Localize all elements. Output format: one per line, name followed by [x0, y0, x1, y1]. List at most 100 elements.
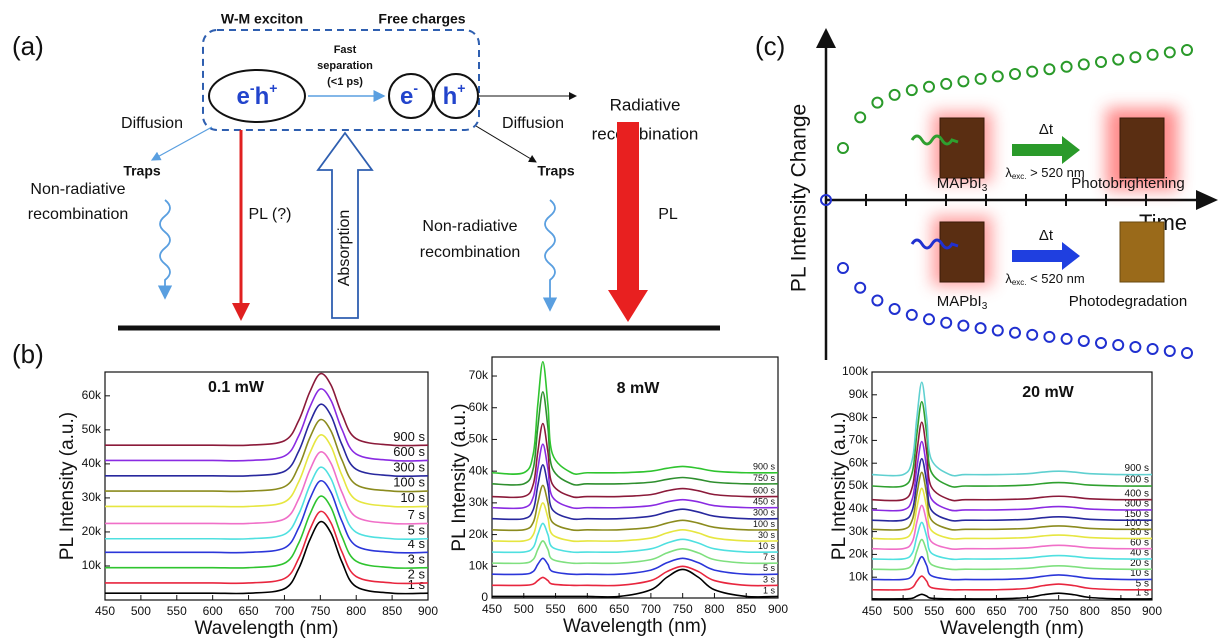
- spectrum-line: [105, 372, 429, 447]
- x-tick-label: 700: [1018, 604, 1038, 618]
- series-label: 450 s: [753, 497, 776, 507]
- y-tick-label: 10k: [849, 569, 869, 583]
- spectrum-line: [871, 421, 1153, 502]
- panel-label: (c): [755, 31, 785, 61]
- label: separation: [317, 60, 373, 72]
- schematic-point: [1026, 65, 1039, 78]
- x-tick-label: 750: [310, 604, 330, 618]
- spectrum-line: [105, 495, 429, 569]
- label: MAPbI3: [937, 175, 988, 194]
- spectrum-line: [871, 400, 1153, 488]
- x-axis-label: Wavelength (nm): [563, 616, 707, 637]
- schematic-point: [1129, 51, 1142, 64]
- x-tick-label: 550: [167, 604, 187, 618]
- x-tick-label: 700: [641, 602, 661, 616]
- spectrum-line: [491, 484, 779, 532]
- schematic-point: [1146, 48, 1159, 61]
- schematic-point: [1163, 46, 1176, 59]
- x-tick-label: 850: [1111, 604, 1131, 618]
- series-label: 400 s: [1125, 488, 1149, 499]
- y-tick-label: 40k: [82, 456, 102, 470]
- series-label: 40 s: [1130, 548, 1149, 559]
- label: Diffusion: [502, 115, 564, 132]
- series-label: 7 s: [408, 507, 426, 522]
- spectrum-line: [491, 565, 779, 587]
- series-label: 300 s: [393, 459, 425, 474]
- label: Δt: [1039, 227, 1054, 244]
- y-tick-label: 0: [481, 590, 488, 604]
- spectrum-line: [105, 451, 429, 525]
- x-tick-label: 900: [1142, 604, 1162, 618]
- y-tick-label: 60k: [82, 388, 102, 402]
- spectrum-line: [871, 538, 1153, 571]
- arrow-head: [1196, 190, 1218, 210]
- spectrum-line: [871, 575, 1153, 591]
- series-label: 60 s: [1130, 537, 1149, 548]
- x-tick-label: 500: [514, 602, 534, 616]
- schematic-point: [905, 84, 918, 97]
- schematic-point: [974, 322, 987, 335]
- spectrum-line: [871, 504, 1153, 551]
- label: Diffusion: [121, 115, 183, 132]
- y-tick-label: 60k: [469, 400, 489, 414]
- series-label: 600 s: [753, 486, 776, 496]
- series-label: 300 s: [1125, 499, 1149, 510]
- schematic-point: [820, 194, 832, 206]
- schematic-point: [1112, 338, 1125, 351]
- schematic-point: [1026, 328, 1039, 341]
- y-tick-label: 10k: [82, 558, 102, 572]
- spectrum-line: [491, 360, 779, 475]
- wavy-arrow: [157, 199, 173, 300]
- y-axis-label: PL Intensity (a.u.): [449, 403, 470, 551]
- x-tick-label: 500: [131, 604, 151, 618]
- arrow-head: [816, 28, 836, 48]
- schematic-point: [1181, 44, 1193, 57]
- spectrum-line: [491, 557, 779, 576]
- y-tick-label: 90k: [849, 387, 869, 401]
- x-tick-label: 800: [1080, 604, 1100, 618]
- y-tick-label: 10k: [469, 558, 489, 572]
- schematic-point: [940, 316, 953, 329]
- schematic-point: [1077, 334, 1090, 347]
- schematic-point: [923, 313, 935, 326]
- wavy-light: [910, 238, 959, 250]
- spectrum-line: [491, 464, 779, 521]
- panel-a: (a) W-M exciton Free charges e-h+ Fast s…: [12, 11, 720, 331]
- x-tick-label: 600: [203, 604, 223, 618]
- label: Δt: [1039, 121, 1054, 138]
- series-label: 100 s: [393, 475, 425, 490]
- y-tick-label: 30k: [849, 524, 869, 538]
- series-label: 750 s: [753, 473, 776, 483]
- y-tick-label: 40k: [469, 463, 489, 477]
- schematic-point: [957, 319, 970, 332]
- x-tick-label: 800: [346, 604, 366, 618]
- spectrum-line: [871, 487, 1153, 540]
- x-tick-label: 650: [986, 604, 1006, 618]
- y-tick-label: 50k: [82, 422, 102, 436]
- y-tick-label: 20k: [82, 524, 102, 538]
- series-label: 10 s: [1130, 568, 1149, 579]
- exciton: [208, 69, 306, 123]
- label: λexc. < 520 nm: [1005, 271, 1084, 287]
- panel-label: (a): [12, 31, 44, 61]
- spectrum-line: [871, 592, 1153, 600]
- series-label: 10 s: [758, 541, 776, 551]
- x-axis-label: Wavelength (nm): [195, 618, 339, 639]
- y-tick-label: 20k: [469, 527, 489, 541]
- spectrum-line: [105, 520, 429, 595]
- spectrum-line: [491, 391, 779, 486]
- label: MAPbI3: [937, 293, 988, 312]
- spectrum-line: [491, 422, 779, 499]
- schematic-point: [991, 324, 1004, 337]
- spectrum-line: [105, 403, 429, 478]
- spectrum-line: [105, 418, 429, 493]
- arrow: [475, 125, 537, 163]
- y-tick-label: 70k: [469, 368, 489, 382]
- crystal: [1119, 117, 1165, 179]
- schematic-point: [888, 302, 901, 315]
- schematic-point: [974, 72, 987, 85]
- series-label: 100 s: [1125, 518, 1149, 529]
- series-label: 1 s: [408, 577, 426, 592]
- series-label: 900 s: [753, 462, 776, 472]
